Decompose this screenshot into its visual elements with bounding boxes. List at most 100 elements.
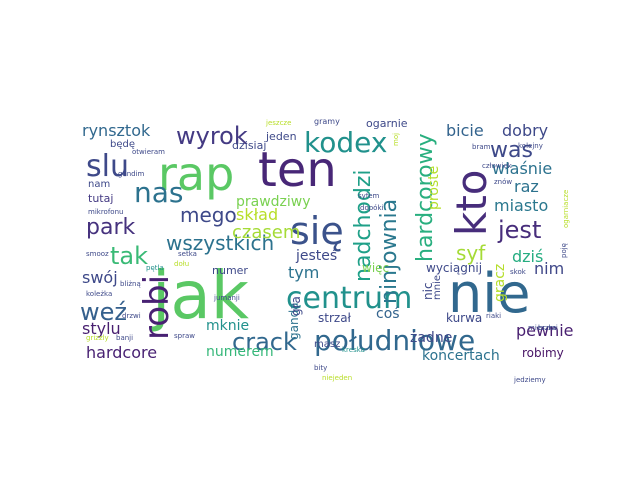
cloud-word: skok	[510, 268, 527, 276]
cloud-word: tak	[110, 242, 148, 270]
cloud-word: numer	[212, 264, 248, 277]
cloud-word: crack	[232, 328, 297, 356]
cloud-word: riaki	[486, 312, 501, 320]
cloud-word: ten	[258, 142, 337, 198]
cloud-word: dziś	[512, 247, 543, 266]
cloud-word: gramy	[314, 117, 340, 126]
cloud-word: nadchodzi	[351, 169, 376, 282]
cloud-word: rap	[158, 147, 234, 201]
cloud-word: robimy	[522, 346, 564, 360]
cloud-word: masz	[314, 339, 340, 350]
cloud-word: jesteś	[295, 248, 337, 264]
cloud-word: kreska	[342, 346, 365, 354]
cloud-word: hardcore	[86, 343, 157, 362]
cloud-word: nam	[88, 179, 110, 190]
cloud-word: człowiek	[482, 162, 513, 170]
cloud-word: południowe	[314, 324, 475, 357]
cloud-word: jumanji	[213, 294, 240, 302]
cloud-word: gandim	[118, 170, 145, 178]
cloud-word: bicie	[446, 121, 484, 140]
cloud-word: kurwa	[446, 311, 482, 325]
cloud-word: wyrok	[176, 122, 248, 150]
cloud-word: nic	[421, 282, 435, 300]
cloud-word: nim	[534, 259, 564, 278]
cloud-word: ogarniacze	[562, 190, 570, 228]
cloud-word: dzisiaj	[232, 139, 266, 152]
cloud-word: mknie	[206, 318, 249, 334]
cloud-word: park	[86, 215, 135, 240]
cloud-word: swój	[82, 268, 118, 287]
cloud-word: brzmi	[538, 324, 558, 332]
cloud-word: grizzly	[86, 334, 109, 342]
cloud-word: dobry	[502, 121, 548, 140]
cloud-word: poję	[560, 243, 568, 258]
cloud-word: niejeden	[322, 374, 352, 382]
cloud-word: jeden	[265, 130, 297, 143]
cloud-word: otwieram	[132, 148, 165, 156]
cloud-word: mnie	[432, 275, 443, 300]
cloud-word: proste	[426, 166, 442, 210]
cloud-word: coś	[376, 306, 400, 322]
cloud-word: wyciągnij	[426, 261, 482, 275]
cloud-word: żadne	[410, 330, 452, 346]
cloud-word: mieszka	[528, 324, 557, 332]
cloud-word: robi	[137, 275, 177, 340]
cloud-word: stylu	[82, 319, 121, 338]
cloud-word: weź	[80, 298, 127, 326]
cloud-word: syf	[456, 241, 486, 265]
cloud-word: ninjownia	[377, 199, 402, 304]
cloud-word: kolejny	[518, 142, 543, 150]
cloud-word: moj	[392, 133, 400, 146]
cloud-word: gra	[289, 296, 303, 316]
cloud-word: koncertach	[422, 348, 500, 364]
cloud-word: dołu	[174, 260, 189, 268]
cloud-word: znów	[494, 178, 512, 186]
cloud-word: smooz	[86, 250, 109, 258]
cloud-word: nas	[134, 176, 184, 209]
cloud-word: tutaj	[88, 192, 113, 205]
cloud-word: nie	[448, 262, 530, 325]
cloud-word: się	[290, 209, 344, 253]
cloud-word: setka	[178, 250, 197, 258]
cloud-word: jak	[150, 257, 250, 334]
cloud-word: koleżka	[86, 290, 112, 298]
cloud-word: hardcorowy	[413, 133, 438, 262]
cloud-word: raz	[514, 177, 539, 196]
cloud-word: jest	[497, 216, 541, 244]
cloud-word: kodex	[304, 126, 387, 159]
cloud-word: syfem	[358, 192, 380, 200]
cloud-word: pętla	[146, 264, 164, 272]
cloud-word: gracz	[492, 264, 508, 302]
cloud-word: mego	[180, 203, 237, 227]
cloud-word: jeszcze	[265, 119, 291, 127]
cloud-word: skład	[236, 205, 278, 224]
cloud-word: strzał	[318, 311, 352, 325]
cloud-word: czasem	[232, 222, 300, 243]
cloud-word: spraw	[174, 332, 195, 340]
cloud-word: bliżną	[120, 280, 141, 288]
cloud-word: prawdziwy	[236, 194, 311, 210]
cloud-word: was	[490, 138, 533, 163]
cloud-word: rynsztok	[82, 121, 151, 140]
cloud-word: banji	[116, 334, 133, 342]
cloud-word: będę	[110, 139, 135, 150]
cloud-word: pewnie	[516, 321, 574, 340]
cloud-word: slu	[86, 149, 129, 184]
cloud-word: jedziemy	[513, 376, 546, 384]
cloud-word: dopóki	[360, 204, 384, 212]
cloud-word: numerem	[206, 344, 274, 360]
cloud-word: miasto	[494, 196, 548, 215]
cloud-word: ogarnie	[366, 117, 408, 130]
cloud-word: tym	[288, 263, 319, 282]
cloud-word: drzwi	[122, 312, 141, 320]
cloud-word: bity	[314, 364, 327, 372]
cloud-word: więc	[362, 261, 389, 275]
cloud-word: ganda	[287, 302, 301, 340]
cloud-word: kto	[447, 170, 496, 237]
cloud-word: wszystkich	[166, 231, 274, 255]
cloud-word: centrum	[286, 281, 412, 316]
cloud-word: bram	[472, 143, 491, 151]
cloud-word: właśnie	[492, 159, 552, 178]
